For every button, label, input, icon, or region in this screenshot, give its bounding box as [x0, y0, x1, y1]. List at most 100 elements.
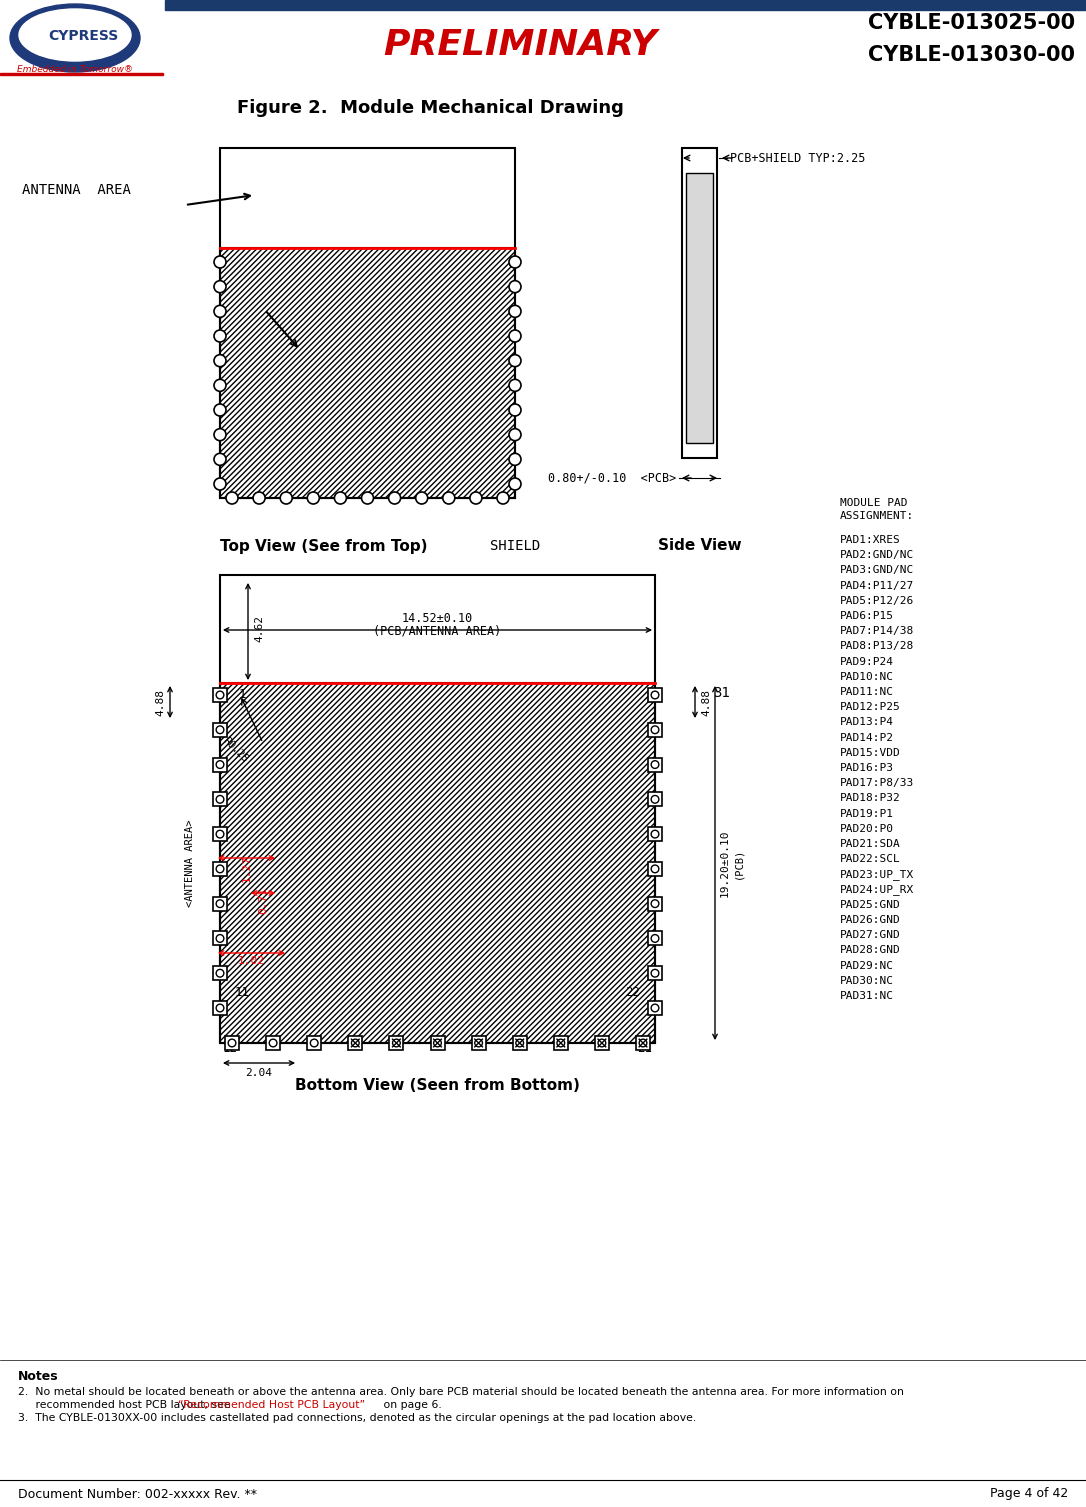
Bar: [648, 897, 662, 910]
Text: Top View (See from Top): Top View (See from Top): [220, 538, 428, 553]
Text: PAD10:NC: PAD10:NC: [839, 672, 894, 681]
Text: PAD21:SDA: PAD21:SDA: [839, 839, 900, 848]
Text: 0.80+/-0.10  <PCB>: 0.80+/-0.10 <PCB>: [548, 472, 677, 484]
Circle shape: [216, 900, 224, 907]
Text: 2.  No metal should be located beneath or above the antenna area. Only bare PCB : 2. No metal should be located beneath or…: [18, 1386, 904, 1397]
Circle shape: [509, 330, 521, 342]
Circle shape: [214, 404, 226, 416]
Text: (PCB/ANTENNA AREA): (PCB/ANTENNA AREA): [374, 625, 502, 637]
Text: ANTENNA  AREA: ANTENNA AREA: [22, 182, 131, 197]
Text: PAD22:SCL: PAD22:SCL: [839, 854, 900, 864]
Bar: [648, 758, 662, 772]
Text: PAD18:P32: PAD18:P32: [839, 793, 900, 803]
Text: 31: 31: [714, 686, 730, 699]
Circle shape: [216, 796, 224, 803]
Circle shape: [652, 934, 659, 942]
Bar: [213, 793, 227, 806]
Bar: [213, 897, 227, 910]
Text: PAD7:P14/38: PAD7:P14/38: [839, 627, 914, 636]
Text: 4.88: 4.88: [700, 689, 711, 716]
Circle shape: [214, 354, 226, 366]
Bar: [213, 758, 227, 772]
Circle shape: [226, 491, 238, 503]
Bar: [682, 148, 717, 458]
Text: PAD26:GND: PAD26:GND: [839, 915, 900, 925]
Bar: [648, 931, 662, 945]
Text: 3.  The CYBLE-0130XX-00 includes castellated pad connections, denoted as the cir: 3. The CYBLE-0130XX-00 includes castella…: [18, 1414, 696, 1423]
Circle shape: [214, 428, 226, 440]
Bar: [307, 1035, 321, 1050]
Bar: [225, 1035, 239, 1050]
Bar: [648, 723, 662, 737]
Text: PAD3:GND/NC: PAD3:GND/NC: [839, 565, 914, 576]
Circle shape: [280, 491, 292, 503]
Text: PAD15:VDD: PAD15:VDD: [839, 747, 900, 758]
Text: PAD23:UP_TX: PAD23:UP_TX: [839, 870, 914, 880]
Text: 19.20±0.10: 19.20±0.10: [720, 829, 730, 897]
Circle shape: [475, 1040, 482, 1047]
Text: PAD30:NC: PAD30:NC: [839, 977, 894, 986]
Bar: [165, 0, 1086, 11]
Circle shape: [509, 280, 521, 292]
Text: 2.04: 2.04: [245, 1068, 273, 1078]
Bar: [213, 862, 227, 876]
Bar: [471, 1035, 485, 1050]
Text: SHIELD: SHIELD: [490, 540, 540, 553]
Circle shape: [228, 1040, 236, 1047]
Circle shape: [652, 796, 659, 803]
Bar: [220, 249, 515, 497]
Text: PAD19:P1: PAD19:P1: [839, 809, 894, 818]
Bar: [213, 689, 227, 702]
Circle shape: [269, 1040, 277, 1047]
Circle shape: [652, 761, 659, 769]
Text: 0.71: 0.71: [258, 888, 268, 915]
Text: CYPRESS: CYPRESS: [48, 29, 118, 44]
Bar: [266, 1035, 280, 1050]
Text: PAD6:P15: PAD6:P15: [839, 610, 894, 621]
Text: 1.02: 1.02: [238, 955, 265, 966]
Text: 11: 11: [235, 987, 250, 999]
Circle shape: [652, 900, 659, 907]
Bar: [648, 689, 662, 702]
Bar: [648, 793, 662, 806]
Circle shape: [253, 491, 265, 503]
Circle shape: [216, 726, 224, 734]
Bar: [648, 966, 662, 980]
Circle shape: [214, 478, 226, 490]
Bar: [213, 723, 227, 737]
Text: Notes: Notes: [18, 1370, 59, 1383]
Bar: [636, 1035, 651, 1050]
Circle shape: [214, 454, 226, 466]
Circle shape: [214, 256, 226, 268]
Bar: [220, 683, 655, 1043]
Text: Side View: Side View: [658, 538, 742, 553]
Text: PAD31:NC: PAD31:NC: [839, 992, 894, 1001]
Bar: [648, 862, 662, 876]
Circle shape: [509, 380, 521, 392]
Circle shape: [652, 865, 659, 873]
Text: “Recommended Host PCB Layout”: “Recommended Host PCB Layout”: [178, 1400, 365, 1411]
Ellipse shape: [18, 9, 131, 60]
Circle shape: [516, 1040, 523, 1047]
Bar: [648, 827, 662, 841]
Circle shape: [652, 969, 659, 977]
Circle shape: [216, 865, 224, 873]
Circle shape: [443, 491, 455, 503]
Text: PAD24:UP_RX: PAD24:UP_RX: [839, 885, 914, 895]
Text: <ANTENNA AREA>: <ANTENNA AREA>: [185, 820, 195, 907]
Circle shape: [214, 306, 226, 318]
Circle shape: [392, 1040, 401, 1047]
Bar: [390, 1035, 403, 1050]
Circle shape: [214, 280, 226, 292]
Bar: [213, 931, 227, 945]
Circle shape: [216, 830, 224, 838]
Text: 4.88: 4.88: [155, 689, 165, 716]
Text: (PCB): (PCB): [733, 847, 743, 879]
Bar: [349, 1035, 363, 1050]
Circle shape: [216, 692, 224, 699]
Bar: [554, 1035, 568, 1050]
Circle shape: [557, 1040, 565, 1047]
Circle shape: [497, 491, 509, 503]
Circle shape: [216, 1004, 224, 1011]
Text: PAD8:P13/28: PAD8:P13/28: [839, 642, 914, 651]
